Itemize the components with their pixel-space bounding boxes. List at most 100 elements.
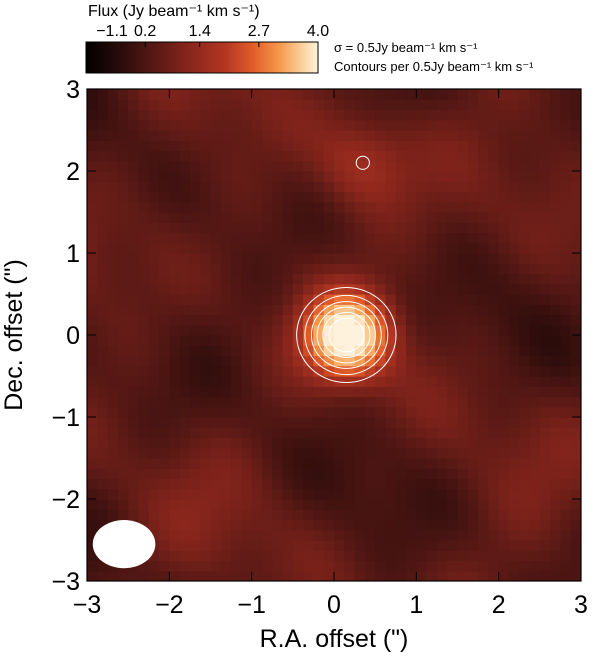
heatmap-cell [354,519,366,531]
heatmap-cell [344,263,356,275]
heatmap-cell [395,406,407,418]
heatmap-cell [272,458,284,469]
heatmap-cell [87,294,98,305]
heatmap-cell [570,130,581,141]
heatmap-cell [560,355,572,367]
heatmap-cell [529,396,541,408]
heatmap-cell [467,242,479,254]
heatmap-cell [303,550,315,562]
heatmap-cell [200,294,212,305]
heatmap-cell [519,263,531,275]
heatmap-cell [107,273,119,285]
heatmap-cell [128,273,140,285]
heatmap-cell [334,509,345,521]
heatmap-cell [292,509,304,521]
heatmap-cell [128,355,140,367]
heatmap-cell [210,242,222,254]
heatmap-cell [375,468,387,480]
heatmap-cell [272,242,284,254]
heatmap-cell [128,222,140,234]
heatmap-cell [375,294,387,305]
heatmap-cell [231,396,242,408]
heatmap-cell [272,355,284,367]
heatmap-cell [364,130,376,141]
x-tick-label: 2 [492,591,506,619]
heatmap-cell [231,201,242,213]
heatmap-cell [107,212,119,223]
heatmap-cell [457,304,469,316]
heatmap-cell [97,130,109,141]
heatmap-cell [128,119,140,131]
heatmap-cell [406,283,417,295]
heatmap-cell [508,171,520,182]
heatmap-cell [282,417,294,428]
heatmap-cell [189,253,201,264]
heatmap-cell [97,345,109,357]
heatmap-cell [169,376,181,387]
heatmap-cell [395,427,407,439]
heatmap-cell [323,294,335,305]
heatmap-cell [282,468,294,480]
heatmap-cell [200,396,212,408]
heatmap-cell [241,191,253,203]
heatmap-cell [159,160,170,172]
heatmap-cell [292,478,304,490]
heatmap-cell [354,89,366,100]
heatmap-cell [478,314,489,326]
heatmap-cell [292,427,304,439]
heatmap-cell [364,406,376,418]
heatmap-cell [550,406,562,418]
heatmap-cell [395,294,407,305]
heatmap-cell [200,191,212,203]
heatmap-cell [570,89,581,100]
heatmap-cell [498,212,510,223]
heatmap-cell [179,160,191,172]
heatmap-cell [107,417,119,428]
heatmap-cell [303,417,315,428]
heatmap-cell [292,468,304,480]
heatmap-cell [334,406,345,418]
heatmap-cell [220,150,232,162]
heatmap-cell [539,150,551,162]
heatmap-cell [210,273,222,285]
heatmap-cell [231,488,242,500]
heatmap-cell [107,283,119,295]
heatmap-cell [261,191,273,203]
heatmap-cell [364,294,376,305]
heatmap-cell [117,386,129,398]
contour-line [296,286,397,384]
heatmap-cell [313,540,325,551]
heatmap-cell [334,283,345,295]
heatmap-cell [87,365,98,377]
heatmap-cell [138,335,150,346]
heatmap-cell [292,253,304,264]
heatmap-cell [529,273,541,285]
heatmap-cell [436,335,448,346]
heatmap-cell [539,437,551,449]
heatmap-cell [385,570,397,581]
heatmap-cell [251,437,263,449]
heatmap-cell [529,345,541,357]
heatmap-cell [478,437,489,449]
heatmap-cell [354,427,366,439]
heatmap-cell [128,109,140,121]
heatmap-cell [395,345,407,357]
heatmap-cell [272,417,284,428]
heatmap-cell [303,468,315,480]
heatmap-cell [406,253,417,264]
heatmap-cell [107,294,119,305]
heatmap-cell [117,499,129,510]
heatmap-cell [200,89,212,100]
heatmap-cell [519,212,531,223]
heatmap-cell [550,447,562,459]
heatmap-cell [241,376,253,387]
heatmap-cell [467,232,479,244]
heatmap-cell [416,345,428,357]
heatmap-cell [272,171,284,182]
heatmap-cell [416,99,428,111]
heatmap-cell [395,171,407,182]
heatmap-cell [488,540,500,551]
heatmap-cell [97,365,109,377]
heatmap-cell [220,386,232,398]
heatmap-cell [107,140,119,152]
